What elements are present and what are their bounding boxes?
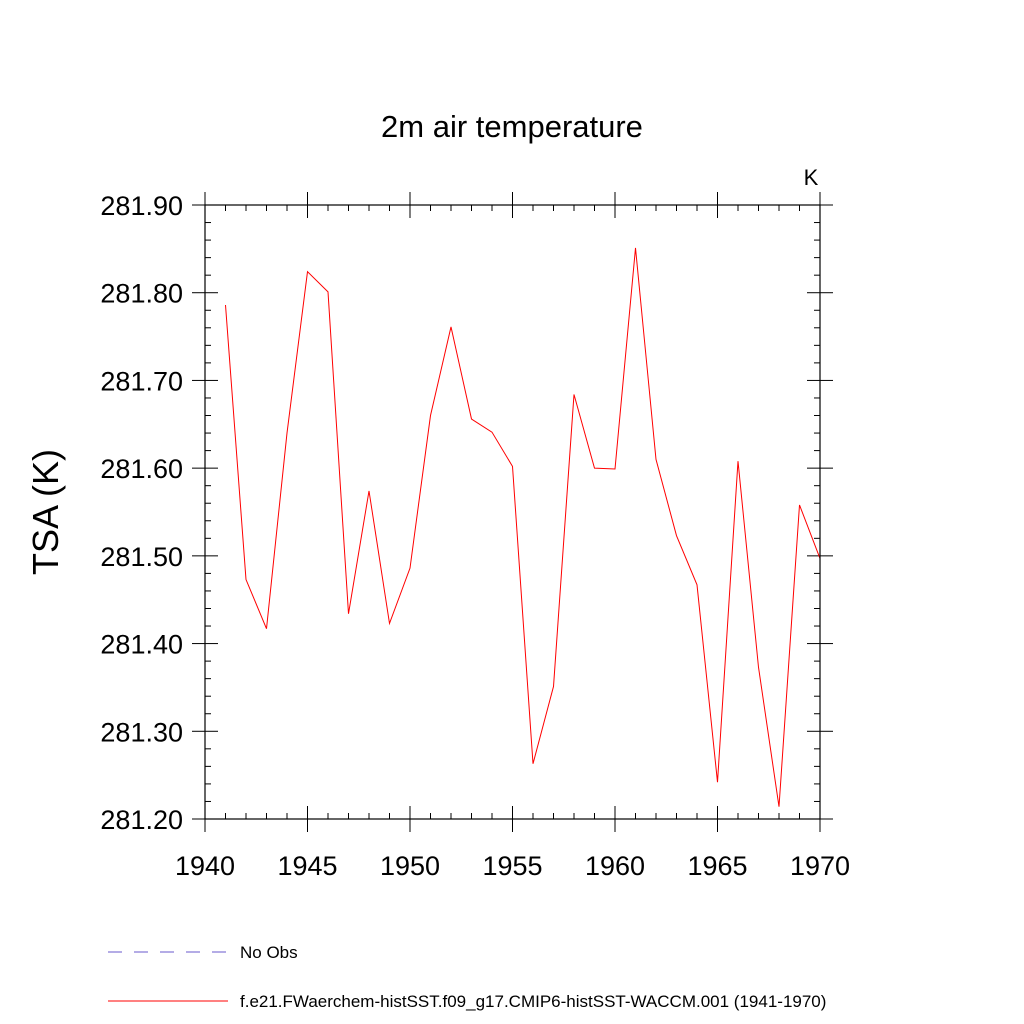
data-point: [594, 468, 595, 469]
data-point: [532, 763, 533, 764]
series-line: [225, 247, 821, 807]
data-point: [614, 468, 615, 469]
chart-title: 2m air temperature: [381, 109, 643, 144]
x-tick-label: 1960: [585, 851, 645, 881]
data-point: [307, 271, 308, 272]
data-point: [737, 461, 738, 462]
y-tick-label: 281.90: [100, 191, 183, 221]
data-point: [758, 667, 759, 668]
x-tick-label: 1945: [277, 851, 337, 881]
x-tick-label: 1940: [175, 851, 235, 881]
data-point: [573, 394, 574, 395]
y-tick-label: 281.50: [100, 542, 183, 572]
y-tick-label: 281.40: [100, 630, 183, 660]
data-point: [553, 686, 554, 687]
plot-frame: [204, 204, 821, 820]
data-point: [266, 628, 267, 629]
legend-label: No Obs: [240, 943, 298, 962]
axis-ticks: 1940 1945 1950 1955 1960 1965 1970 281.20 281.30…: [100, 191, 850, 881]
data-point: [409, 568, 410, 569]
y-axis-label: TSA (K): [25, 449, 66, 575]
data-point: [389, 623, 390, 624]
data-point: [512, 466, 513, 467]
plot-area: [225, 247, 821, 807]
y-tick-label: 281.70: [100, 366, 183, 396]
data-point: [635, 247, 636, 248]
data-point: [799, 504, 800, 505]
data-point: [348, 613, 349, 614]
data-point: [327, 291, 328, 292]
data-point: [778, 806, 779, 807]
y-tick-label: 281.30: [100, 717, 183, 747]
legend-label: f.e21.FWaerchem-histSST.f09_g17.CMIP6-hi…: [240, 992, 826, 1011]
x-tick-label: 1965: [687, 851, 747, 881]
y-tick-label: 281.20: [100, 805, 183, 835]
x-tick-label: 1950: [380, 851, 440, 881]
x-tick-label: 1970: [790, 851, 850, 881]
data-point: [471, 418, 472, 419]
data-point: [676, 535, 677, 536]
legend: No Obs f.e21.FWaerchem-histSST.f09_g17.CM…: [108, 943, 826, 1011]
y-tick-label: 281.80: [100, 279, 183, 309]
x-tick-label: 1955: [482, 851, 542, 881]
data-point: [225, 304, 226, 305]
units-label: K: [804, 165, 819, 190]
data-point: [430, 415, 431, 416]
data-point: [286, 432, 287, 433]
data-point: [655, 459, 656, 460]
data-point: [450, 326, 451, 327]
data-point: [245, 579, 246, 580]
y-tick-label: 281.60: [100, 454, 183, 484]
data-point: [696, 584, 697, 585]
data-point: [491, 432, 492, 433]
data-point: [368, 490, 369, 491]
data-point: [717, 782, 718, 783]
